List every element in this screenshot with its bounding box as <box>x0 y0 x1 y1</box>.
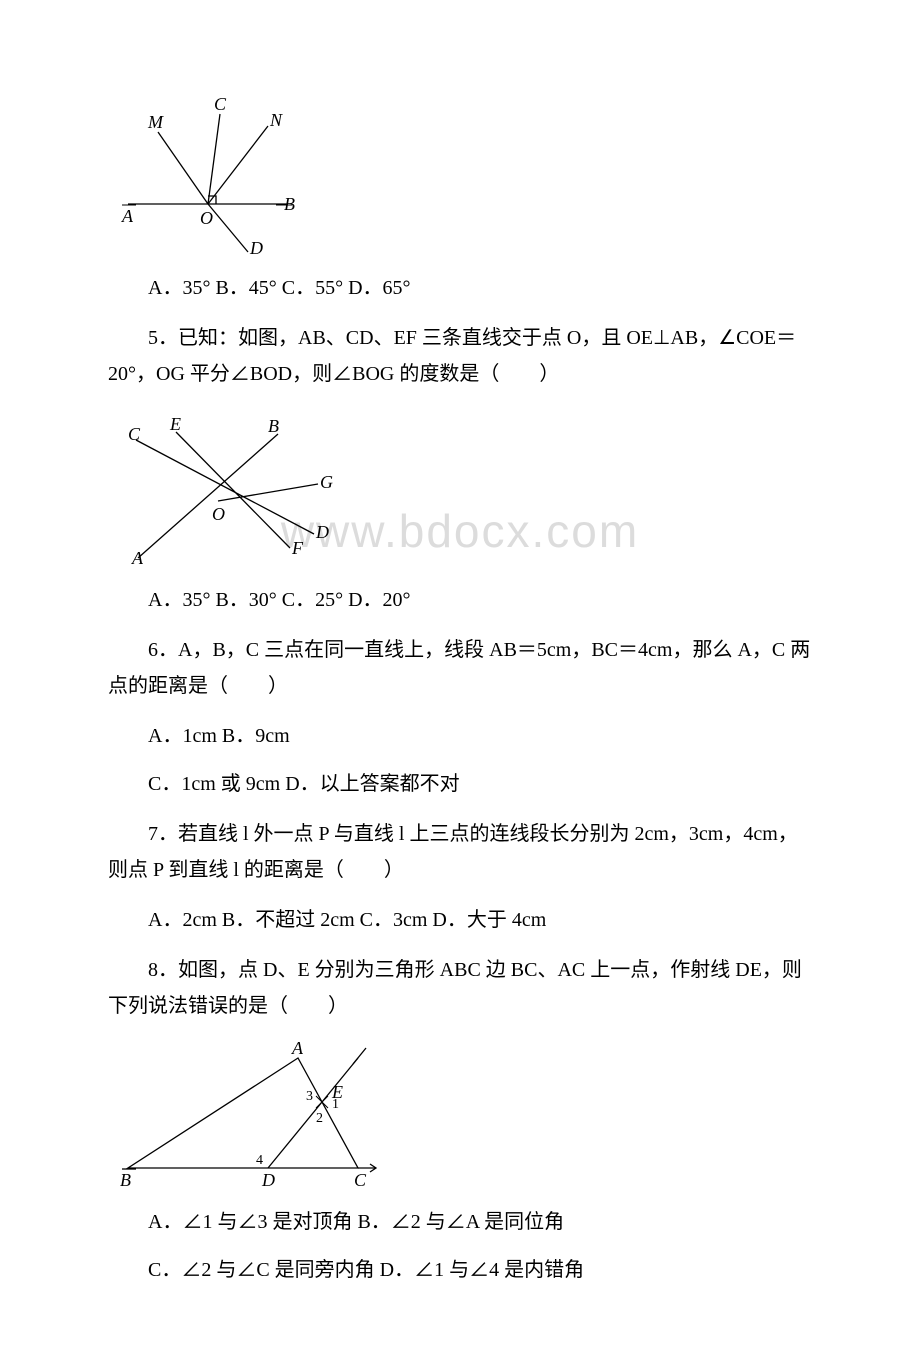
q4-label-o: O <box>200 208 213 228</box>
q8-answers-1: A．∠1 与∠3 是对顶角 B．∠2 与∠A 是同位角 <box>108 1204 812 1240</box>
q5-label-d: D <box>315 522 329 542</box>
q4-label-c: C <box>214 94 227 114</box>
q4-label-b: B <box>284 194 295 214</box>
q5-text: 5．已知：如图，AB、CD、EF 三条直线交于点 O，且 OE⊥AB，∠COE＝… <box>108 320 812 392</box>
q4-label-d: D <box>249 238 263 254</box>
page-content: M C N A O B D A．35° B．45° C．55° D．65° 5．… <box>108 84 812 1288</box>
q5-label-c: C <box>128 424 141 444</box>
q4-label-a: A <box>121 206 134 226</box>
q5-label-b: B <box>268 416 279 436</box>
q8-label-a: A <box>291 1038 304 1058</box>
q5-label-f: F <box>291 538 304 558</box>
q5-label-e: E <box>169 414 181 434</box>
q5-figure: C E B G D F A O <box>108 406 812 566</box>
q8-label-3: 3 <box>306 1089 313 1104</box>
q6-answers-1: A．1cm B．9cm <box>108 718 812 754</box>
q7-text: 7．若直线 l 外一点 P 与直线 l 上三点的连线段长分别为 2cm，3cm，… <box>108 816 812 888</box>
q8-label-2: 2 <box>316 1111 323 1126</box>
q8-label-1: 1 <box>332 1097 339 1112</box>
q4-answers: A．35° B．45° C．55° D．65° <box>108 270 812 306</box>
q8-text: 8．如图，点 D、E 分别为三角形 ABC 边 BC、AC 上一点，作射线 DE… <box>108 952 812 1024</box>
q4-label-n: N <box>269 110 283 130</box>
q5-answers: A．35° B．30° C．25° D．20° <box>108 582 812 618</box>
q8-label-4: 4 <box>256 1153 263 1168</box>
q5-label-g: G <box>320 472 333 492</box>
q8-label-d: D <box>261 1170 275 1188</box>
q4-label-m: M <box>147 112 164 132</box>
q7-answers: A．2cm B．不超过 2cm C．3cm D．大于 4cm <box>108 902 812 938</box>
q6-answers-2: C．1cm 或 9cm D．以上答案都不对 <box>108 766 812 802</box>
q4-figure: M C N A O B D <box>108 84 812 254</box>
q6-text: 6．A，B，C 三点在同一直线上，线段 AB＝5cm，BC＝4cm，那么 A，C… <box>108 632 812 704</box>
q8-label-c: C <box>354 1170 367 1188</box>
q8-label-b: B <box>120 1170 131 1188</box>
q5-label-a: A <box>131 548 144 566</box>
q5-label-o: O <box>212 504 225 524</box>
q8-figure: A E B D C 1 2 3 4 <box>108 1038 812 1188</box>
q8-answers-2: C．∠2 与∠C 是同旁内角 D．∠1 与∠4 是内错角 <box>108 1252 812 1288</box>
